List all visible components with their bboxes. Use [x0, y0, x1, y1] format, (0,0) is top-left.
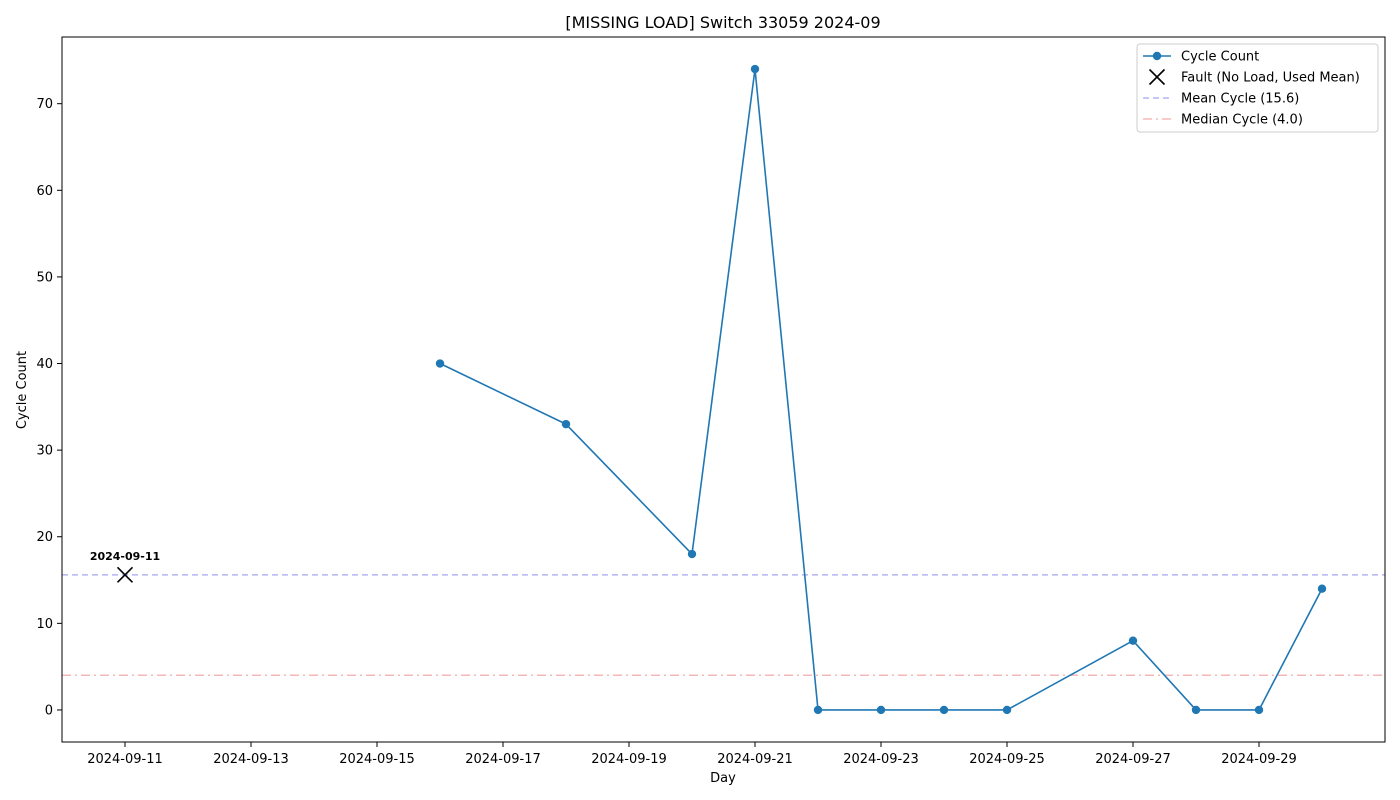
data-point — [939, 705, 949, 715]
data-point — [1191, 705, 1201, 715]
axes-frame — [61, 36, 1386, 743]
legend-entry-mean: Mean Cycle (15.6) — [1143, 92, 1299, 107]
legend-box — [1136, 43, 1379, 133]
series-line-cycle-count — [439, 68, 1323, 711]
legend-swatch-marker — [1152, 51, 1162, 61]
fault-annotation: 2024-09-11 — [90, 550, 160, 563]
x-tick-label: 2024-09-13 — [213, 752, 289, 767]
legend-label: Cycle Count — [1181, 50, 1259, 65]
x-tick-label: 2024-09-15 — [339, 752, 415, 767]
data-point — [561, 419, 571, 429]
x-tick-label: 2024-09-11 — [87, 752, 163, 767]
plot-area: 2024-09-11 2024-09-11 2024-09-13 2024-09-15… — [36, 36, 1386, 767]
data-point — [750, 64, 760, 74]
legend-entry-fault: Fault (No Load, Used Mean) — [1148, 68, 1360, 86]
data-point — [687, 549, 697, 559]
y-tick-label: 0 — [45, 703, 53, 718]
y-tick-label: 40 — [36, 357, 53, 372]
fault-marker — [116, 566, 134, 583]
y-tick-label: 20 — [36, 530, 53, 545]
x-tick-label: 2024-09-27 — [1095, 752, 1171, 767]
data-point — [1254, 705, 1264, 715]
y-tick-label: 10 — [36, 617, 53, 632]
legend: Cycle Count Fault (No Load, Used Mean) Mea… — [1136, 43, 1379, 133]
x-tick-label: 2024-09-25 — [969, 752, 1045, 767]
x-tick-label: 2024-09-17 — [465, 752, 541, 767]
legend-swatch-x — [1148, 68, 1166, 86]
y-axis-label: Cycle Count — [15, 351, 30, 429]
y-tick-label: 70 — [36, 97, 53, 112]
x-tick-label: 2024-09-21 — [717, 752, 793, 767]
legend-label: Mean Cycle (15.6) — [1181, 92, 1299, 107]
y-tick-label: 30 — [36, 444, 53, 459]
legend-label: Median Cycle (4.0) — [1181, 113, 1303, 128]
data-point — [1002, 705, 1012, 715]
legend-label: Fault (No Load, Used Mean) — [1181, 71, 1360, 86]
y-tick-label: 60 — [36, 184, 53, 199]
chart-title: [MISSING LOAD] Switch 33059 2024-09 — [565, 13, 880, 32]
x-tick-label: 2024-09-19 — [591, 752, 667, 767]
x-tick-label: 2024-09-29 — [1221, 752, 1297, 767]
legend-entry-cycle-count: Cycle Count — [1143, 50, 1259, 65]
x-axis-label: Day — [710, 771, 736, 786]
data-point — [435, 359, 445, 368]
y-tick-label: 50 — [36, 270, 53, 285]
data-point — [813, 705, 823, 715]
data-point — [876, 705, 886, 715]
data-point — [1128, 636, 1138, 645]
data-point — [1317, 584, 1327, 593]
x-tick-label: 2024-09-23 — [843, 752, 919, 767]
fault-marker-stroke — [116, 566, 134, 583]
legend-entry-median: Median Cycle (4.0) — [1143, 113, 1303, 128]
